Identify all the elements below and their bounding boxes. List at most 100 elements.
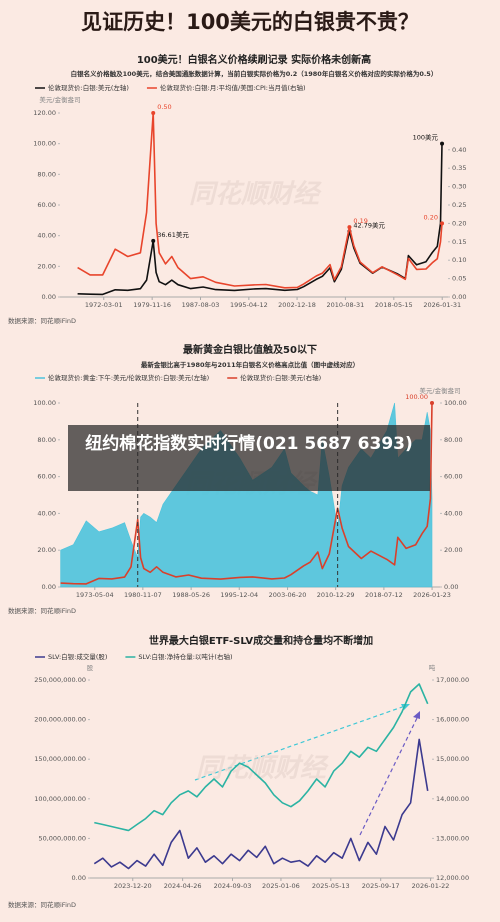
x-tick-label: 2003-06-20 — [269, 591, 307, 599]
y-tick-label: 20.00 — [37, 546, 56, 554]
trend-arrow — [194, 705, 406, 781]
page-title: 见证历史！100美元的白银贵不贵？ — [81, 10, 419, 34]
y2-tick-label: 0.00 — [452, 293, 466, 301]
x-tick-label: 2026-01-22 — [412, 882, 450, 890]
x-tick-label: 2018-07-12 — [365, 591, 403, 599]
y-tick-label: 120.00 — [33, 109, 56, 117]
y-tick-label: 150,000,000.00 — [34, 755, 86, 763]
legend-label: 伦敦现货价:白银:美元(左轴) — [48, 83, 129, 92]
series-line — [93, 738, 429, 870]
y2-tick-label: 13,000.00 — [436, 834, 469, 842]
legend-label: SLV:白银:净持仓量:以吨计(右轴) — [138, 652, 232, 661]
chart-title: 最新黄金白银比值触及50以下 — [183, 343, 317, 356]
y2-tick-label: 80.00 — [444, 436, 463, 444]
y-tick-label: 60.00 — [37, 473, 56, 481]
value-label: 42.79美元 — [353, 220, 385, 229]
y2-tick-label: 0.05 — [452, 275, 466, 283]
y-tick-label: 80.00 — [37, 170, 56, 178]
legend-label: SLV:白银:成交量(股) — [48, 652, 107, 661]
series-line — [94, 683, 429, 832]
y-tick-label: 200,000,000.00 — [34, 716, 86, 724]
y-tick-label: 0.00 — [42, 583, 56, 591]
chart-title: 世界最大白银ETF-SLV成交量和持仓量均不断增加 — [149, 634, 373, 647]
y-tick-label: 50,000,000.00 — [38, 834, 86, 842]
value-label: 0.20 — [424, 213, 438, 221]
value-label: 0.50 — [157, 103, 171, 111]
x-tick-label: 1980-11-07 — [124, 591, 162, 599]
x-tick-label: 2026-01-31 — [423, 301, 461, 309]
legend-label: 伦敦现货价:白银:美元(右轴) — [240, 373, 321, 382]
x-tick-label: 1973-05-04 — [76, 591, 114, 599]
x-tick-label: 2025-01-06 — [262, 882, 300, 890]
x-tick-label: 1987-08-03 — [182, 301, 220, 309]
y-tick-label: 20.00 — [37, 262, 56, 270]
point — [151, 111, 156, 115]
x-tick-label: 2010-08-31 — [327, 301, 365, 309]
x-tick-label: 2023-12-20 — [114, 882, 152, 890]
y2-unit: 吨 — [429, 663, 436, 672]
overlay-caption: 纽约棉花指数实时行情(021 5687 6393) — [68, 425, 430, 491]
y-tick-label: 100,000,000.00 — [34, 795, 86, 803]
y2-tick-label: 0.35 — [452, 164, 466, 172]
x-tick-label: 2026-01-23 — [413, 591, 451, 599]
x-tick-label: 2024-04-26 — [164, 882, 202, 890]
x-tick-label: 1979-11-16 — [133, 301, 171, 309]
source: 数据来源：同花顺iFinD — [8, 900, 76, 909]
y2-tick-label: 60.00 — [444, 473, 463, 481]
watermark: 同花顺财经 — [196, 754, 329, 784]
point — [440, 141, 445, 146]
point — [430, 401, 435, 405]
y2-tick-label: 12,000.00 — [436, 874, 469, 882]
y2-tick-label: 0.30 — [452, 183, 466, 191]
value-label: 36.61美元 — [157, 230, 189, 239]
y-tick-label: 80.00 — [37, 436, 56, 444]
y-tick-label: 100.00 — [33, 140, 56, 148]
x-tick-label: 2018-05-15 — [375, 301, 413, 309]
x-tick-label: 1988-05-26 — [172, 591, 210, 599]
y2-tick-label: 0.25 — [452, 201, 466, 209]
y2-tick-label: 100.00 — [444, 399, 467, 407]
chart-subtitle: 最新金银比高于1980年与2011年白银名义价格高点比值（图中虚线对应） — [141, 360, 359, 369]
source: 数据来源：同花顺iFinD — [8, 316, 76, 325]
y2-tick-label: 40.00 — [444, 509, 463, 517]
y-unit: 股 — [87, 664, 94, 672]
x-tick-label: 1972-03-01 — [85, 301, 123, 309]
watermark: 同花顺财经 — [189, 180, 322, 210]
chart-title: 100美元！白银名义价格续刷记录 实际价格未创新高 — [137, 53, 371, 66]
y2-tick-label: 0.00 — [444, 583, 458, 591]
x-tick-label: 2024-09-03 — [214, 882, 252, 890]
y2-tick-label: 0.10 — [452, 256, 466, 264]
y2-tick-label: 20.00 — [444, 546, 463, 554]
x-tick-label: 1995-04-12 — [230, 301, 268, 309]
x-tick-label: 2025-09-17 — [362, 882, 400, 890]
legend-label: 伦敦现货价:白银:月:平均值/美国:CPI:当月值(右轴) — [160, 83, 306, 92]
y-tick-label: 0.00 — [42, 293, 56, 301]
y-unit: 美元/金衡盎司 — [39, 95, 80, 104]
value-label: 100.00 — [405, 393, 428, 401]
series-line — [77, 112, 443, 289]
x-tick-label: 1995-12-04 — [220, 591, 258, 599]
x-tick-label: 2010-12-29 — [317, 591, 355, 599]
value-label: 100美元 — [413, 133, 439, 142]
y2-tick-label: 14,000.00 — [436, 795, 469, 803]
y-tick-label: 40.00 — [37, 232, 56, 240]
y-tick-label: 250,000,000.00 — [34, 676, 86, 684]
arrow-head — [413, 711, 420, 719]
y-tick-label: 60.00 — [37, 201, 56, 209]
y-tick-label: 100.00 — [33, 399, 56, 407]
value-label: 0.19 — [353, 217, 367, 225]
y-tick-label: 0.00 — [72, 874, 86, 882]
y2-unit: 美元/金衡盎司 — [419, 386, 460, 395]
legend-label: 伦敦现货价:黄金:下午:美元/伦敦现货价:白银:美元(左轴) — [48, 373, 209, 382]
series-line — [60, 402, 433, 585]
y2-tick-label: 0.20 — [452, 219, 466, 227]
y2-tick-label: 16,000.00 — [436, 716, 469, 724]
point — [347, 225, 352, 230]
point — [440, 221, 445, 226]
point — [151, 238, 156, 243]
y2-tick-label: 0.15 — [452, 238, 466, 246]
x-tick-label: 2025-05-13 — [312, 882, 350, 890]
y2-tick-label: 15,000.00 — [436, 755, 469, 763]
source: 数据来源：同花顺iFinD — [8, 606, 76, 615]
